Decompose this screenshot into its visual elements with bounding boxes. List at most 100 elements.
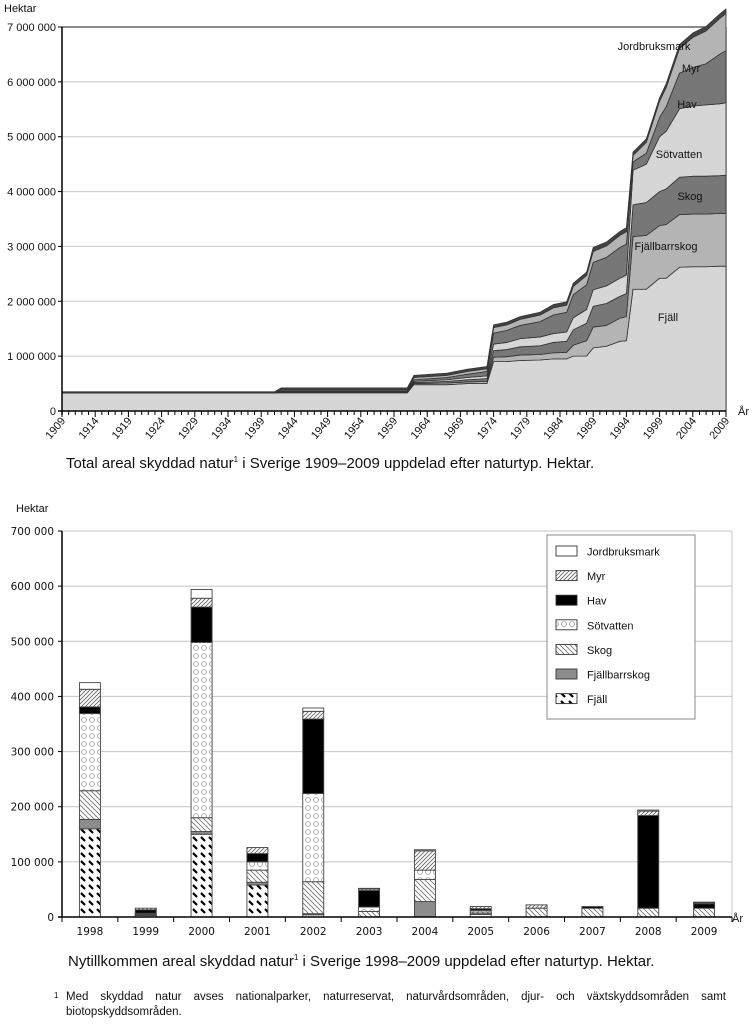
bar-segment-hav xyxy=(190,606,213,643)
chart2-ytick-label: 0 xyxy=(47,912,54,924)
chart2-legend: Jordbruksmark Myr Hav Sötvatten Skog Fjällbar… xyxy=(546,534,696,720)
chart1-xlabel: År xyxy=(738,405,749,418)
chart1-xtick-label: 1954 xyxy=(342,415,367,441)
chart1-xtick-label: 1909 xyxy=(43,415,68,441)
chart1-label-fjallbarrskog: Fjällbarrskog xyxy=(635,241,698,253)
bar-segment-myr xyxy=(525,904,548,909)
chart2-xtick-label: 2004 xyxy=(412,926,439,938)
area-jordbruksmark xyxy=(61,8,727,394)
chart2-ytick-label: 500 000 xyxy=(11,636,54,648)
chart1-ytick-label: 1 000 000 xyxy=(7,351,56,363)
chart2-xtick-label: 2003 xyxy=(356,926,383,938)
chart1-xtick-label: 1919 xyxy=(110,415,135,441)
chart1-caption: Total areal skyddad natur1 i Sverige 190… xyxy=(66,455,594,472)
chart1-xtick-label: 2004 xyxy=(674,415,699,441)
chart1-xtick-label: 1964 xyxy=(409,415,434,441)
bar-segment-sotvatten xyxy=(302,793,325,883)
chart1-ytick-label: 3 000 000 xyxy=(7,241,56,253)
bar-segment-fjallbarrskog xyxy=(413,901,436,918)
legend-item-fjallbarrskog: Fjällbarrskog xyxy=(555,668,650,682)
bar-segment-skog xyxy=(302,881,325,915)
bar-segment-sotvatten xyxy=(246,861,269,871)
chart2-bars xyxy=(78,589,716,918)
bar-segment-jordbruksmark xyxy=(78,682,101,690)
chart1-xtick-label: 1999 xyxy=(641,415,666,441)
chart1-xtick-label: 1914 xyxy=(77,415,102,441)
bar-segment-myr xyxy=(190,597,213,608)
bar-segment-jordbruksmark xyxy=(693,901,716,904)
chart1-xtick-label: 1984 xyxy=(541,415,566,441)
bar-segment-myr xyxy=(637,810,660,816)
bar-segment-myr xyxy=(78,688,101,708)
chart1-xtick-label: 1994 xyxy=(608,415,633,441)
chart1-xtick-label: 1989 xyxy=(575,415,600,441)
legend-swatch-skog xyxy=(555,643,578,655)
chart1-xtick-label: 1929 xyxy=(176,415,201,441)
legend-swatch-myr xyxy=(555,570,578,582)
bar-segment-jordbruksmark xyxy=(302,707,325,712)
bar-segment-skog xyxy=(525,907,548,918)
bar-segment-hav xyxy=(302,718,325,794)
chart1-caption-main: Total areal skyddad natur xyxy=(66,455,234,472)
chart1-label-jordbruksmark: Jordbruksmark xyxy=(618,41,691,53)
chart1-caption-rest: i Sverige 1909–2009 uppdelad efter natur… xyxy=(238,455,595,472)
chart2-xtick-label: 2006 xyxy=(523,926,550,938)
chart1-xtick-label: 1944 xyxy=(276,415,301,441)
legend-swatch-fjall xyxy=(555,693,578,705)
legend-label: Fjällbarrskog xyxy=(587,670,650,682)
bar-2003 xyxy=(358,887,381,918)
chart1-xtick-label: 1959 xyxy=(375,415,400,441)
bar-segment-fjall xyxy=(246,884,269,918)
bar-segment-hav xyxy=(134,909,157,914)
chart2-ytick-label: 300 000 xyxy=(11,747,54,759)
chart1-ytick-label: 4 000 000 xyxy=(7,187,56,199)
chart2-ylabel: Hektar xyxy=(16,503,49,515)
chart1-xtick-label: 1939 xyxy=(243,415,268,441)
bar-1999 xyxy=(134,907,157,918)
bar-segment-sotvatten xyxy=(358,906,381,912)
bar-2005 xyxy=(469,906,492,918)
legend-label: Sötvatten xyxy=(587,620,633,632)
bar-segment-sotvatten xyxy=(78,713,101,792)
bar-segment-myr xyxy=(302,710,325,720)
bar-segment-hav xyxy=(581,906,604,909)
bar-segment-hav xyxy=(78,706,101,714)
chart-new-area: Hektar År 0 100 000 200 000 300 000 400 000 5… xyxy=(11,503,744,938)
chart2-xtick-label: 1998 xyxy=(77,926,104,938)
chart2-xtick-label: 2007 xyxy=(579,926,606,938)
chart-total-area: 0 1 000 000 2 000 000 3 000 000 4 000 000 5 0… xyxy=(4,3,749,442)
bar-segment-skog xyxy=(637,907,660,918)
bar-segment-myr xyxy=(246,847,269,855)
footnote: 1 Med skyddad natur avses nationalparker,… xyxy=(54,990,726,1020)
chart2-caption-main: Nytillkommen areal skyddad natur xyxy=(68,953,294,970)
legend-swatch-fjallbarrskog xyxy=(555,668,578,680)
chart1-areas xyxy=(61,8,727,412)
chart1-gridlines xyxy=(62,26,727,411)
chart1-ytick-label: 6 000 000 xyxy=(7,77,56,89)
chart2-xtick-label: 2005 xyxy=(467,926,494,938)
bar-segment-skog xyxy=(78,790,101,820)
bar-2004 xyxy=(413,849,436,918)
bar-2006 xyxy=(525,904,548,918)
bar-2002 xyxy=(302,707,325,918)
chart2-ytick-label: 400 000 xyxy=(11,691,54,703)
bar-segment-sotvatten xyxy=(190,641,213,819)
chart1-ytick-label: 0 xyxy=(50,406,56,418)
bar-segment-fjallbarrskog xyxy=(78,818,101,830)
bar-segment-myr xyxy=(413,850,436,871)
legend-label: Hav xyxy=(587,596,607,608)
bar-segment-hav xyxy=(358,890,381,908)
legend-item-fjall: Fjäll xyxy=(555,693,607,706)
bar-2009 xyxy=(693,901,716,918)
chart2-xtick-label: 2009 xyxy=(691,926,718,938)
chart1-xtick-label: 1969 xyxy=(442,415,467,441)
chart1-label-fjall: Fjäll xyxy=(658,312,678,324)
bar-segment-skog xyxy=(190,817,213,832)
chart2-xtick-label: 2000 xyxy=(188,926,215,938)
chart2-axes: 0 100 000 200 000 300 000 400 000 500 000 600 … xyxy=(11,526,733,938)
chart2-caption: Nytillkommen areal skyddad natur1 i Sver… xyxy=(68,953,654,970)
legend-swatch-hav xyxy=(555,594,578,606)
chart2-ytick-label: 700 000 xyxy=(11,526,54,538)
legend-item-myr: Myr xyxy=(555,570,606,583)
chart2-caption-rest: i Sverige 1998–2009 uppdelad efter natur… xyxy=(298,953,655,970)
